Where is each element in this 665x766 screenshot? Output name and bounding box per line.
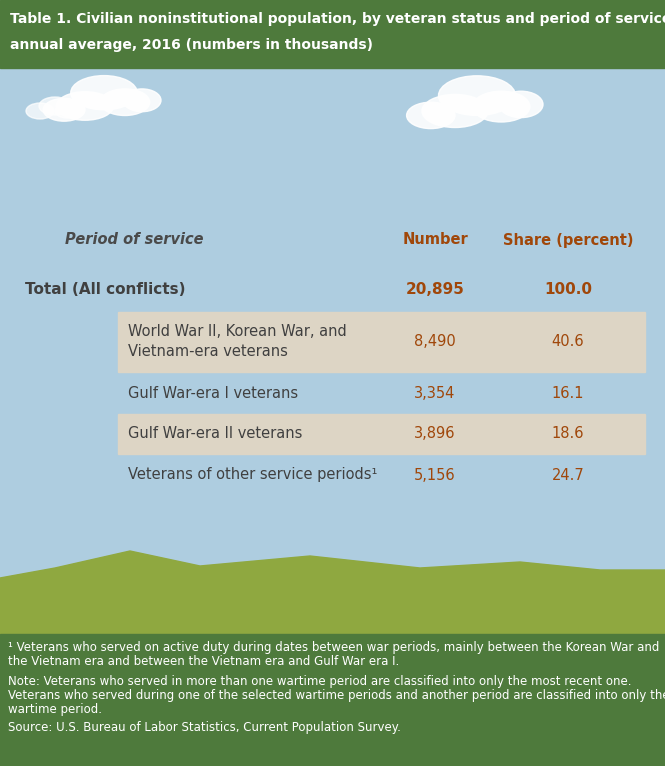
Bar xyxy=(0,0,665,68)
Ellipse shape xyxy=(438,76,515,116)
Bar xyxy=(0,634,665,766)
Polygon shape xyxy=(0,551,665,766)
Text: World War II, Korean War, and: World War II, Korean War, and xyxy=(128,325,346,339)
Text: Veterans who served during one of the selected wartime periods and another perio: Veterans who served during one of the se… xyxy=(8,689,665,702)
Text: 20,895: 20,895 xyxy=(406,281,464,296)
Ellipse shape xyxy=(70,76,137,110)
Text: Gulf War-era I veterans: Gulf War-era I veterans xyxy=(128,385,298,401)
Text: Period of service: Period of service xyxy=(65,233,203,247)
Ellipse shape xyxy=(26,103,54,119)
Text: wartime period.: wartime period. xyxy=(8,703,102,716)
Text: Number: Number xyxy=(402,233,468,247)
Text: Source: U.S. Bureau of Labor Statistics, Current Population Survey.: Source: U.S. Bureau of Labor Statistics,… xyxy=(8,721,401,734)
Text: annual average, 2016 (numbers in thousands): annual average, 2016 (numbers in thousan… xyxy=(10,38,373,52)
Text: Note: Veterans who served in more than one wartime period are classified into on: Note: Veterans who served in more than o… xyxy=(8,675,632,688)
Ellipse shape xyxy=(57,92,114,120)
Text: Table 1. Civilian noninstitutional population, by veteran status and period of s: Table 1. Civilian noninstitutional popul… xyxy=(10,12,665,26)
Ellipse shape xyxy=(43,98,85,121)
Text: 100.0: 100.0 xyxy=(544,281,592,296)
Ellipse shape xyxy=(123,89,161,112)
Text: 16.1: 16.1 xyxy=(552,385,585,401)
Text: 5,156: 5,156 xyxy=(414,467,456,483)
Text: 18.6: 18.6 xyxy=(552,427,585,441)
Text: 40.6: 40.6 xyxy=(552,335,585,349)
Text: Total (All conflicts): Total (All conflicts) xyxy=(25,281,186,296)
Ellipse shape xyxy=(39,97,71,115)
Ellipse shape xyxy=(100,89,150,116)
Text: Gulf War-era II veterans: Gulf War-era II veterans xyxy=(128,427,303,441)
Bar xyxy=(118,312,645,372)
Text: Share (percent): Share (percent) xyxy=(503,233,633,247)
Ellipse shape xyxy=(499,91,543,118)
Text: 24.7: 24.7 xyxy=(552,467,585,483)
Ellipse shape xyxy=(406,102,455,129)
Text: Veterans of other service periods¹: Veterans of other service periods¹ xyxy=(128,467,377,483)
Ellipse shape xyxy=(422,94,488,127)
Text: 3,896: 3,896 xyxy=(414,427,456,441)
Text: 8,490: 8,490 xyxy=(414,335,456,349)
Ellipse shape xyxy=(473,91,530,122)
Text: 3,354: 3,354 xyxy=(414,385,456,401)
Ellipse shape xyxy=(55,104,79,118)
Text: Vietnam-era veterans: Vietnam-era veterans xyxy=(128,345,288,359)
Text: the Vietnam era and between the Vietnam era and Gulf War era I.: the Vietnam era and between the Vietnam … xyxy=(8,655,399,668)
Bar xyxy=(118,414,645,454)
Text: ¹ Veterans who served on active duty during dates between war periods, mainly be: ¹ Veterans who served on active duty dur… xyxy=(8,641,660,654)
